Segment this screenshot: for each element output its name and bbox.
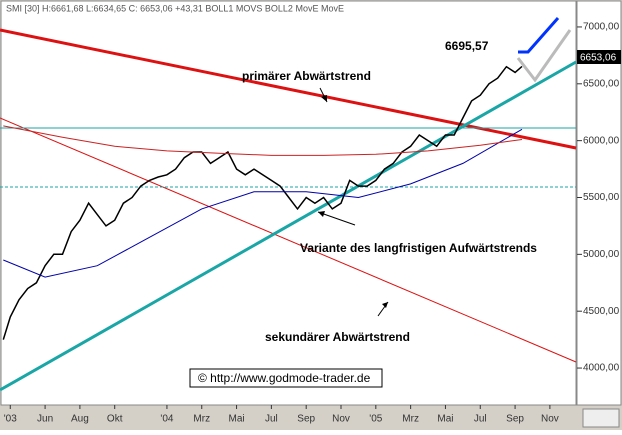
x-tick-label: Okt (107, 414, 123, 425)
x-tick-label: Aug (71, 414, 89, 425)
arrow-head (318, 211, 325, 217)
trend-lines (0, 17, 577, 392)
forecast-up (518, 17, 560, 54)
x-tick-label: '05 (369, 414, 382, 425)
series-line (3, 128, 523, 278)
x-tick-label: Mrz (402, 414, 419, 425)
long-uptrend (0, 60, 577, 392)
header: SMI [30] H:6661,68 L:6634,65 C: 6653,06 … (6, 3, 344, 13)
y-tick-label: 4000,00 (583, 363, 620, 374)
arrow-head (321, 95, 327, 102)
forecast-alt (516, 29, 572, 83)
x-tick-label: Mai (437, 414, 453, 425)
x-tick-label: Jul (474, 414, 487, 425)
x-tick-label: Nov (332, 414, 350, 425)
y-tick-label: 4500,00 (583, 306, 620, 317)
series-line (2, 65, 523, 340)
x-tick-label: Mrz (193, 414, 210, 425)
x-tick-label: Jun (37, 414, 53, 425)
arrow (317, 211, 356, 226)
y-tick-label: 5000,00 (583, 249, 620, 260)
copyright-box (189, 368, 383, 388)
last-price-box (577, 50, 621, 64)
x-tick-label: Sep (297, 414, 315, 425)
x-tick-label: '03 (4, 414, 17, 425)
arrow-head (382, 302, 388, 308)
x-tick-label: Nov (541, 414, 559, 425)
primary-label: primärer Abwärtstrend (242, 69, 371, 83)
tool-button[interactable] (582, 408, 620, 428)
x-tick-label: Mai (228, 414, 244, 425)
plot-area (0, 0, 577, 406)
secondary-trend (0, 117, 577, 363)
x-tick-label: Jul (265, 414, 278, 425)
high-label: 6695,57 (445, 39, 489, 53)
x-tick-label: Sep (506, 414, 524, 425)
secondary-label: sekundärer Abwärtstrend (265, 330, 410, 344)
y-axis-area (576, 0, 622, 406)
y-tick-label: 7000,00 (583, 22, 620, 33)
y-tick-label: 6500,00 (583, 78, 620, 89)
x-tick-label: '04 (160, 414, 173, 425)
last-price: 6653,06 (580, 53, 617, 64)
y-tick-label: 6000,00 (583, 135, 620, 146)
series-line (3, 125, 523, 156)
y-tick-label: 5500,00 (583, 192, 620, 203)
copyright: © http://www.godmode-trader.de (198, 371, 371, 385)
variant-label: Variante des langfristigen Aufwärtstrend… (300, 241, 537, 255)
